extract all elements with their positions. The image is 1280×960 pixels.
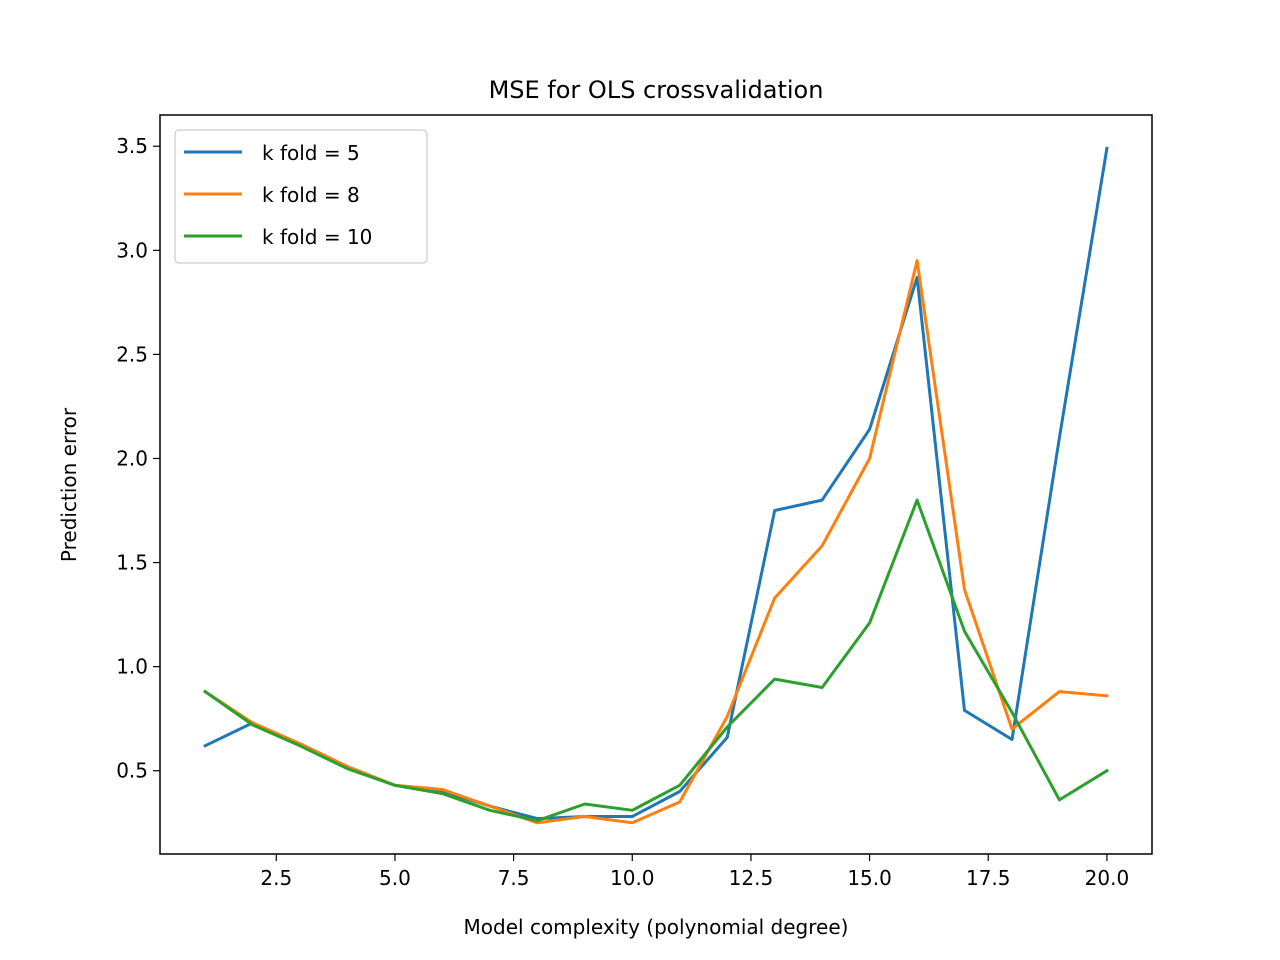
x-tick-label: 10.0 (610, 866, 655, 890)
y-tick-label: 2.0 (116, 446, 148, 470)
y-tick-label: 2.5 (116, 342, 148, 366)
y-tick-label: 1.5 (116, 551, 148, 575)
y-tick-label: 0.5 (116, 759, 148, 783)
x-tick-label: 17.5 (966, 866, 1011, 890)
legend-box (174, 129, 428, 264)
y-tick-label: 3.5 (116, 134, 148, 158)
x-tick-label: 2.5 (260, 866, 292, 890)
x-tick-label: 15.0 (847, 866, 892, 890)
x-axis-label: Model complexity (polynomial degree) (464, 915, 849, 939)
series-line-3 (203, 498, 1109, 823)
x-tick-label: 5.0 (379, 866, 411, 890)
axes-frame (159, 114, 1153, 855)
x-tick-label: 7.5 (498, 866, 530, 890)
legend-label-2: k fold = 8 (262, 183, 360, 207)
series-line-2 (203, 259, 1109, 825)
chart-title: MSE for OLS crossvalidation (489, 76, 824, 104)
x-axis: 2.5 5.0 7.5 10.0 12.5 15.0 17.5 20.0 (260, 854, 1129, 890)
y-axis-label: Prediction error (57, 407, 81, 562)
x-tick-label: 20.0 (1085, 866, 1130, 890)
legend: k fold = 5 k fold = 8 k fold = 10 (174, 129, 428, 264)
legend-label-1: k fold = 5 (262, 141, 360, 165)
y-tick-label: 3.0 (116, 238, 148, 262)
y-tick-label: 1.0 (116, 655, 148, 679)
plot-lines (203, 146, 1109, 825)
x-tick-label: 12.5 (729, 866, 774, 890)
y-axis: 0.5 1.0 1.5 2.0 2.5 3.0 3.5 (116, 134, 160, 783)
legend-label-3: k fold = 10 (262, 225, 372, 249)
